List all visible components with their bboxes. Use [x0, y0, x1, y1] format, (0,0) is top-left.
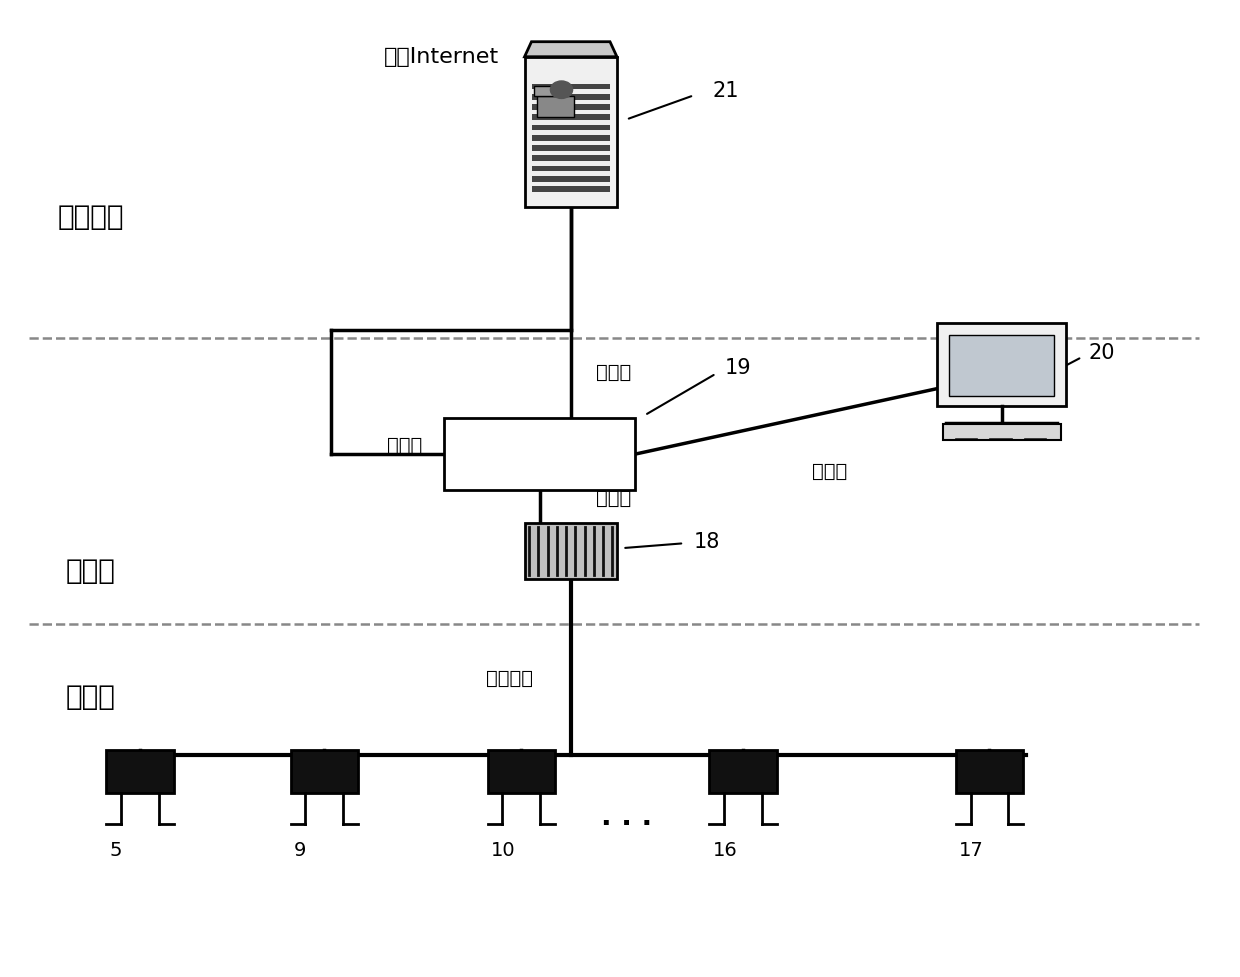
Text: 16: 16: [713, 840, 738, 859]
Bar: [525, 58, 618, 208]
Bar: [444, 418, 635, 490]
Text: 外部Internet: 外部Internet: [384, 48, 498, 67]
Bar: [532, 125, 610, 131]
Text: 17: 17: [960, 840, 985, 859]
Bar: [532, 85, 610, 90]
Text: 20: 20: [1087, 343, 1115, 362]
Text: 互联网层: 互联网层: [57, 203, 124, 232]
Bar: [532, 136, 610, 142]
Bar: [537, 97, 574, 118]
Bar: [709, 750, 777, 793]
Text: 18: 18: [694, 531, 720, 552]
Polygon shape: [525, 43, 618, 58]
Bar: [532, 95, 610, 101]
Bar: [534, 87, 557, 97]
Bar: [937, 323, 1066, 406]
Bar: [290, 750, 358, 793]
Text: 以太网: 以太网: [387, 436, 422, 454]
Bar: [942, 425, 1061, 440]
Circle shape: [551, 82, 573, 100]
Bar: [487, 750, 556, 793]
Bar: [532, 105, 610, 110]
Bar: [105, 750, 174, 793]
Text: 5: 5: [109, 840, 122, 859]
Bar: [532, 187, 610, 192]
Text: 监控层: 监控层: [66, 557, 115, 585]
Text: 21: 21: [712, 81, 739, 102]
Bar: [532, 146, 610, 151]
Bar: [532, 166, 610, 172]
Text: 10: 10: [491, 840, 516, 859]
Text: 现场总线: 现场总线: [486, 668, 533, 687]
Text: 以太网: 以太网: [812, 461, 847, 481]
Bar: [532, 115, 610, 121]
Bar: [956, 750, 1023, 793]
Bar: [532, 156, 610, 162]
Text: 9: 9: [294, 840, 306, 859]
Bar: [532, 177, 610, 183]
Text: 以太网: 以太网: [596, 488, 631, 508]
Text: · · ·: · · ·: [600, 809, 652, 836]
Bar: [950, 335, 1054, 397]
Text: 以太网: 以太网: [596, 362, 631, 382]
Text: 19: 19: [724, 358, 751, 377]
Bar: [525, 524, 618, 579]
Text: 现场层: 现场层: [66, 683, 115, 710]
